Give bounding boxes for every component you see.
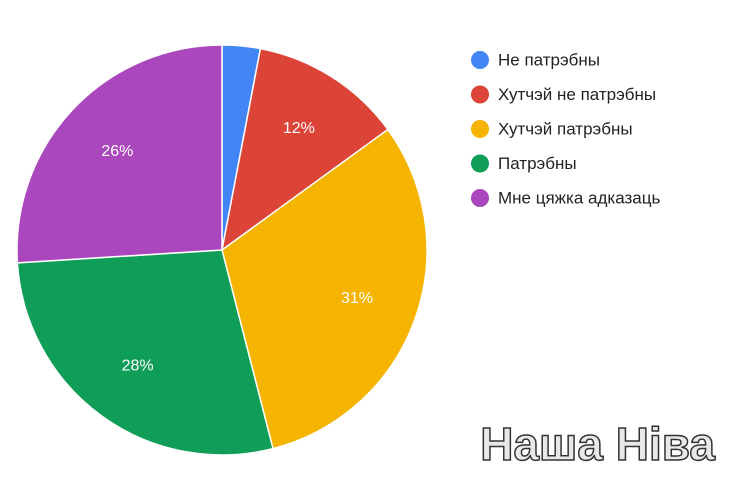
legend-marker (471, 154, 489, 173)
pie-slice (16, 249, 274, 456)
pie-slice (16, 44, 223, 264)
legend-label: Мне цяжка адказаць (498, 188, 660, 207)
legend-marker (471, 120, 489, 138)
legend-label: Хутчэй патрэбны (498, 119, 633, 138)
legend-label: Хутчэй не патрэбны (498, 85, 656, 104)
watermark: Наша Ніва (480, 418, 715, 470)
slice-label: 31% (341, 290, 373, 307)
legend-label: Патрэбны (498, 154, 577, 173)
legend-label: Не патрэбны (498, 50, 600, 69)
pie-slice (221, 128, 428, 450)
legend-marker (471, 189, 489, 207)
slice-label: 26% (101, 143, 133, 160)
legend-marker (471, 85, 489, 104)
pie-slice (220, 47, 389, 252)
slice-label: 12% (283, 120, 315, 137)
legend-marker (471, 51, 489, 69)
slice-label: 28% (122, 357, 154, 374)
